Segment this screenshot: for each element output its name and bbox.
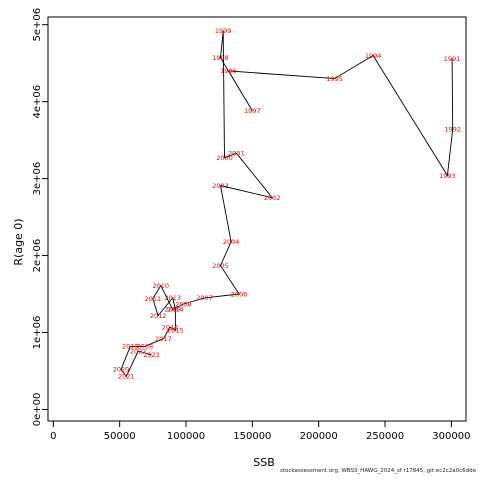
- x-tick-label: 100000: [167, 431, 205, 442]
- year-label-2009: 2009: [164, 306, 181, 314]
- year-label-2006: 2006: [231, 290, 248, 298]
- y-tick-label: 4e+06: [32, 85, 43, 119]
- year-label-2005: 2005: [212, 262, 229, 270]
- year-label-1991: 1991: [444, 55, 461, 63]
- year-label-2010: 2010: [153, 282, 170, 290]
- year-label-2014: 2014: [167, 306, 184, 314]
- year-label-1998: 1998: [212, 54, 229, 62]
- year-label-1995: 1995: [326, 75, 343, 83]
- x-tick-label: 50000: [104, 431, 136, 442]
- year-label-2012: 2012: [150, 312, 167, 320]
- year-label-2019: 2019: [122, 343, 139, 351]
- year-label-1993: 1993: [439, 172, 456, 180]
- year-label-1997: 1997: [244, 107, 261, 115]
- year-label-2013: 2013: [164, 294, 181, 302]
- year-label-2020: 2020: [113, 366, 130, 374]
- year-label-2015: 2015: [167, 326, 184, 334]
- year-label-2018: 2018: [137, 343, 154, 351]
- year-label-2023: 2023: [143, 351, 160, 359]
- year-label-2021: 2021: [118, 373, 135, 381]
- series-path: [120, 30, 454, 378]
- y-axis: 0e+00 1e+06 2e+06 3e+06 4e+06 5e+06: [32, 8, 49, 427]
- year-label-1992: 1992: [444, 126, 461, 134]
- year-labels: 1991 1992 1993 1994 1995 1996 1997 1998 1999 2000…: [113, 27, 461, 381]
- year-label-1996: 1996: [220, 67, 237, 75]
- x-tick-label: 200000: [300, 431, 338, 442]
- year-label-2002: 2002: [264, 194, 281, 202]
- year-label-2016: 2016: [162, 323, 179, 331]
- year-label-2017: 2017: [155, 335, 172, 343]
- y-tick-label: 0e+00: [32, 393, 43, 427]
- year-label-2011: 2011: [145, 295, 162, 303]
- x-tick-label: 0: [50, 431, 56, 442]
- source-footer: stockassessment.org, WBSS_HAWG_2024_sf r…: [279, 468, 476, 474]
- x-tick-label: 300000: [432, 431, 470, 442]
- year-label-2007: 2007: [196, 294, 213, 302]
- year-label-2004: 2004: [223, 238, 240, 246]
- x-tick-label: 250000: [366, 431, 404, 442]
- trajectory-line: [120, 30, 454, 378]
- y-tick-label: 2e+06: [32, 239, 43, 273]
- y-tick-label: 3e+06: [32, 162, 43, 196]
- y-axis-title: R(age 0): [12, 218, 25, 265]
- year-label-2008: 2008: [175, 300, 192, 308]
- x-axis-title: SSB: [253, 456, 275, 469]
- x-axis: 0 50000 100000 150000 200000 250000 300000: [50, 420, 470, 442]
- year-label-2001: 2001: [228, 150, 245, 158]
- y-tick-label: 5e+06: [32, 8, 43, 42]
- y-tick-label: 1e+06: [32, 316, 43, 350]
- year-label-2022: 2022: [130, 347, 147, 355]
- year-label-2000: 2000: [216, 154, 233, 162]
- year-label-1994: 1994: [365, 52, 382, 60]
- year-label-1999: 1999: [215, 27, 232, 35]
- x-tick-label: 150000: [233, 431, 271, 442]
- year-label-2003: 2003: [212, 182, 229, 190]
- plot-frame: [47, 16, 467, 422]
